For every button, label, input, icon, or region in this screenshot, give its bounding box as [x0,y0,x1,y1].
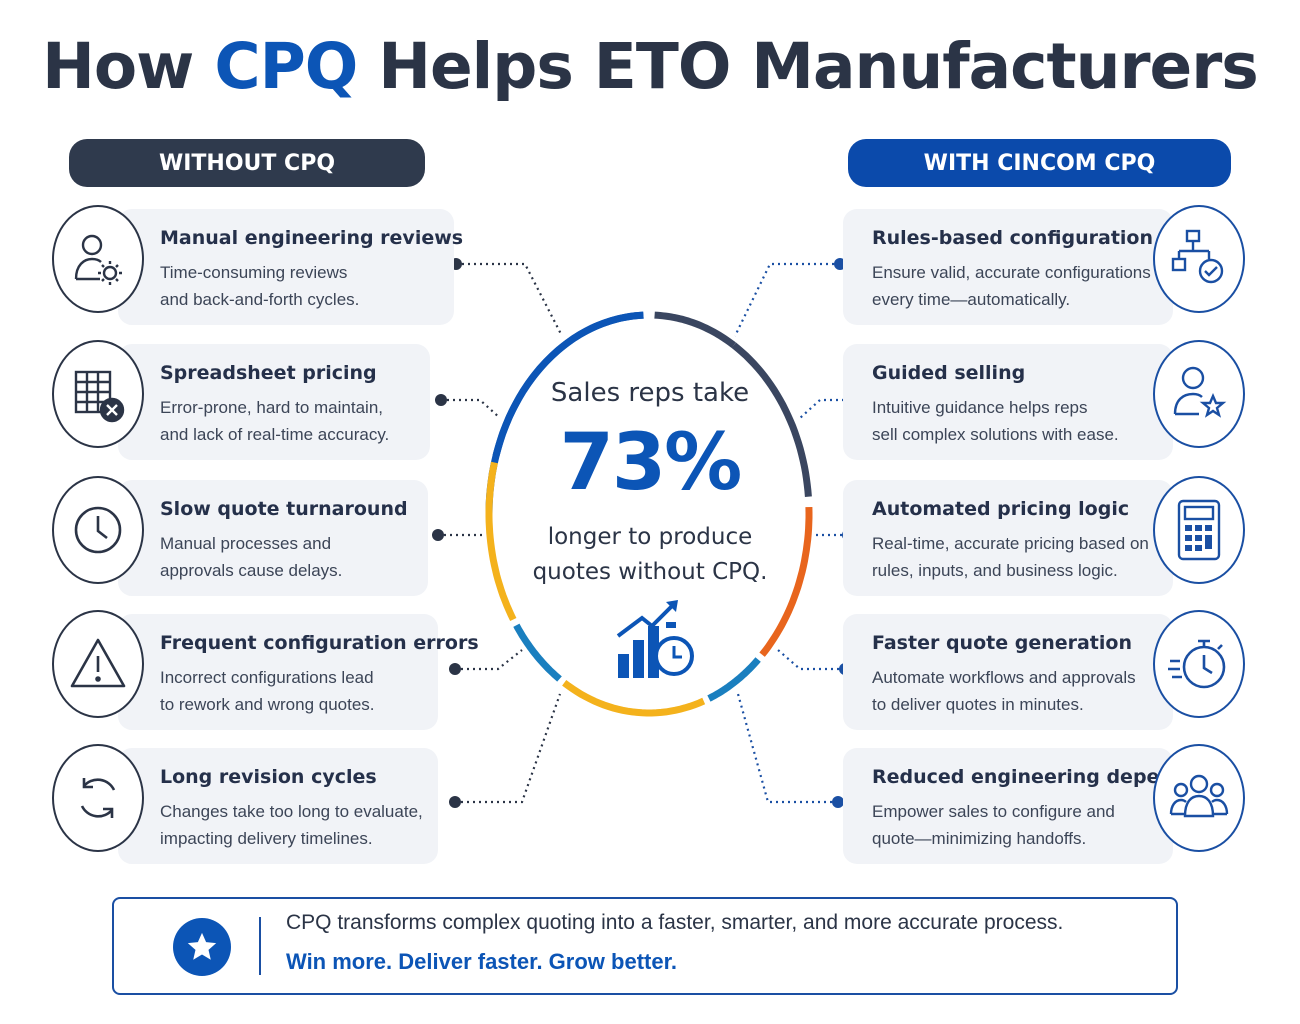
card-description-line-1: Real-time, accurate pricing based on [872,534,1149,553]
center-line-2: longer to produce [547,524,753,550]
center-stat: 73% [559,418,743,508]
with-cpq-card: Faster quote generation Automate workflow… [843,614,1173,730]
refresh-cycle-icon [52,744,144,852]
card-description-line-1: Intuitive guidance helps reps [872,398,1088,417]
calculator-icon [1153,476,1245,584]
center-ring [485,311,813,717]
card-description-line-2: to deliver quotes in minutes. [872,695,1084,714]
with-cpq-card: Rules-based configuration Ensure valid, a… [843,209,1173,325]
center-line-1: Sales reps take [550,378,750,408]
with-cpq-card: Reduced engineering dependency Empower sa… [843,748,1237,864]
center-line-3: quotes without CPQ. [532,559,768,585]
card-title: Automated pricing logic [872,498,1130,520]
without-cpq-card: Long revision cycles Changes take too lon… [118,748,438,864]
card-title: Slow quote turnaround [160,498,408,520]
card-description-line-1: Incorrect configurations lead [160,668,374,687]
card-description-line-1: Changes take too long to evaluate, [160,802,423,821]
without-cpq-header: WITHOUT CPQ [69,139,425,187]
card-title: Guided selling [872,362,1026,384]
with-cpq-card: Automated pricing logic Real-time, accura… [843,480,1173,596]
with-cpq-card: Guided selling Intuitive guidance helps r… [843,344,1173,460]
card-description-line-2: and back-and-forth cycles. [160,290,360,309]
card-description-line-1: Error-prone, hard to maintain, [160,398,383,417]
card-title: Frequent configuration errors [160,632,479,654]
stopwatch-icon [1153,610,1245,718]
without-cpq-card: Frequent configuration errors Incorrect c… [118,614,479,730]
ring-segment [759,507,813,657]
card-description-line-2: rules, inputs, and business logic. [872,561,1118,580]
ring-segment [485,461,517,622]
person-star-icon [1153,340,1245,448]
team-icon [1153,744,1245,852]
ring-segment [492,311,644,457]
card-description-line-1: Ensure valid, accurate configurations [872,263,1151,282]
card-title: Manual engineering reviews [160,227,464,249]
ring-segment [707,657,761,702]
ring-segment [562,679,706,717]
page-title: How CPQ Helps ETO Manufacturers [42,30,1259,103]
without-cpq-card: Manual engineering reviews Time-consuming… [118,209,463,325]
person-gear-icon [52,205,144,313]
hierarchy-check-icon [1153,205,1245,313]
card-title: Reduced engineering dependency [872,766,1237,788]
card-title: Long revision cycles [160,766,377,788]
card-description-line-1: Manual processes and [160,534,332,553]
footer-divider [259,917,261,975]
card-title: Spreadsheet pricing [160,362,377,384]
card-description-line-2: impacting delivery timelines. [160,829,373,848]
card-title: Faster quote generation [872,632,1132,654]
without-cpq-card: Spreadsheet pricing Error-prone, hard to … [118,344,430,460]
connector-dot [432,529,444,541]
card-description-line-1: Empower sales to configure and [872,802,1115,821]
card-description-line-2: approvals cause delays. [160,561,343,580]
connector-dot [449,796,461,808]
without-cpq-card: Slow quote turnaround Manual processes an… [118,480,428,596]
connector-dot [449,663,461,675]
card-title: Rules-based configuration [872,227,1154,249]
ring-segment [654,311,736,348]
footer-banner: CPQ transforms complex quoting into a fa… [112,897,1178,995]
spreadsheet-x-icon [52,340,144,448]
connector-dot [832,796,844,808]
star-icon [173,918,231,976]
card-description-line-2: and lack of real-time accuracy. [160,425,390,444]
ring-segment [731,342,812,497]
card-description-line-2: every time—automatically. [872,290,1071,309]
with-cpq-header: WITH CINCOM CPQ [848,139,1231,187]
ring-segment [513,623,562,682]
center-line-2-3: longer to produce quotes without CPQ. [500,520,800,590]
clock-icon [52,476,144,584]
card-description-line-2: sell complex solutions with ease. [872,425,1119,444]
card-description-line-1: Time-consuming reviews [160,263,348,282]
card-description-line-1: Automate workflows and approvals [872,668,1136,687]
connector-dot [435,394,447,406]
warning-icon [52,610,144,718]
footer-line-2: Win more. Deliver faster. Grow better. [286,949,678,974]
growth-chart-clock-icon [616,600,694,678]
card-description-line-2: quote—minimizing handoffs. [872,829,1087,848]
card-description-line-2: to rework and wrong quotes. [160,695,375,714]
footer-line-1: CPQ transforms complex quoting into a fa… [286,911,1064,934]
